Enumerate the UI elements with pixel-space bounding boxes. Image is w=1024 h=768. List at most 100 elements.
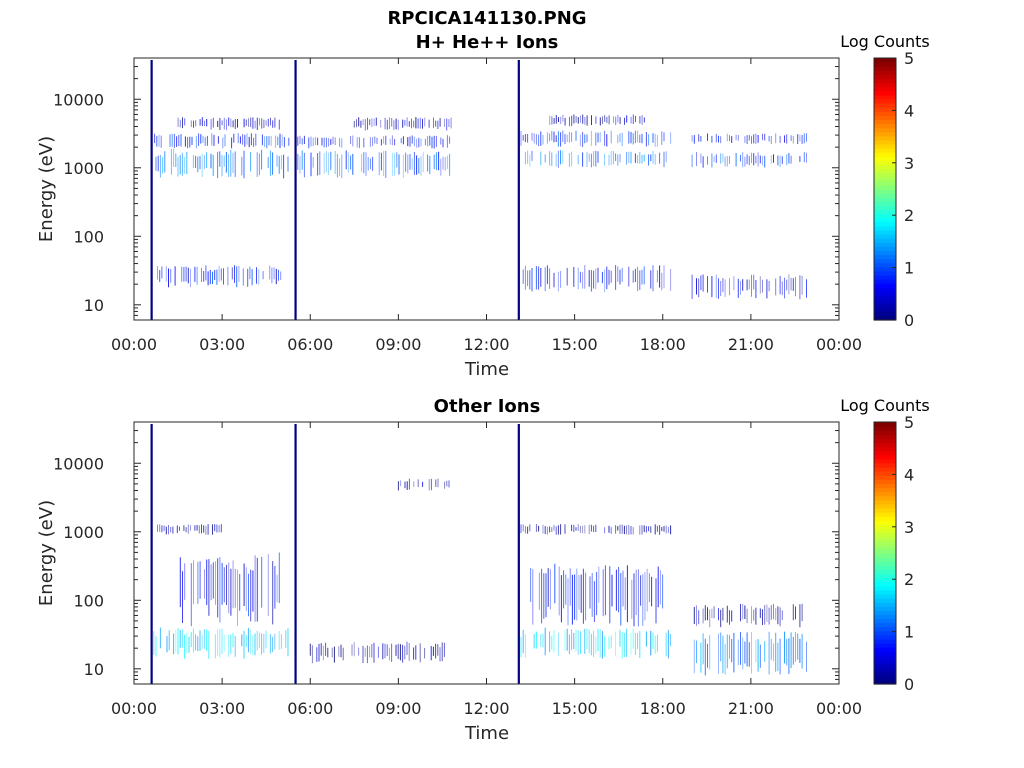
colorbar-segment [874, 630, 896, 636]
colorbar-tick-label: 2 [904, 206, 914, 225]
colorbar-segment [874, 589, 896, 595]
colorbar-segment [874, 659, 896, 665]
colorbar-tick-label: 4 [904, 101, 914, 120]
colorbar-segment [874, 598, 896, 603]
panel-top: H+ He++ Ions 00:00 03:00 06:00 09:00 12:00 15… [36, 32, 930, 380]
colorbar-segment [874, 283, 896, 288]
count-band [693, 603, 803, 628]
colorbar-segment [874, 111, 896, 116]
colorbar-segment [874, 258, 896, 264]
colorbar-segment [874, 274, 896, 280]
y-axis-label: Energy (eV) [36, 136, 57, 242]
colorbar-tick-label: 3 [904, 518, 914, 537]
x-tick-label: 09:00 [375, 699, 421, 718]
colorbar-segment [874, 422, 896, 427]
colorbar-segment [874, 663, 896, 669]
colorbar-segment [874, 205, 896, 211]
colorbar-segment [874, 467, 896, 472]
colorbar-segment [874, 593, 896, 599]
colorbar-tick-label: 0 [904, 675, 914, 694]
colorbar-tick-label: 2 [904, 570, 914, 589]
colorbar-segment [874, 524, 896, 530]
colorbar-segment [874, 164, 896, 170]
colorbar-segment [874, 307, 896, 313]
count-band [691, 152, 807, 168]
colorbar-segment [874, 544, 896, 550]
colorbar-segment [874, 512, 896, 517]
count-band [155, 148, 289, 179]
colorbar-segment [874, 479, 896, 484]
colorbar-segment [874, 58, 896, 63]
y-tick-label: 100 [73, 591, 104, 610]
x-tick-label: 00:00 [816, 335, 862, 354]
colorbar-segment [874, 602, 896, 607]
count-band [518, 265, 672, 293]
panel-title: H+ He++ Ions [416, 32, 559, 53]
colorbar-segment [874, 454, 896, 460]
x-axis-label: Time [464, 723, 509, 744]
colorbar-segment [874, 638, 896, 644]
colorbar-segment [874, 197, 896, 202]
x-tick-label: 09:00 [375, 335, 421, 354]
colorbar-segment [874, 581, 896, 587]
colorbar-segment [874, 634, 896, 640]
x-tick-label: 03:00 [199, 699, 245, 718]
colorbar-segment [874, 532, 896, 538]
colorbar-tick-label: 5 [904, 413, 914, 432]
y-tick-label: 10000 [53, 90, 104, 109]
colorbar-segment [874, 675, 896, 681]
colorbar-segment [874, 78, 896, 84]
count-band [157, 524, 222, 535]
figure-title: RPCICA141130.PNG [387, 8, 586, 29]
x-tick-label: 12:00 [463, 335, 509, 354]
colorbar-segment [874, 156, 896, 161]
colorbar-segment [874, 193, 896, 198]
colorbar-segment [874, 528, 896, 534]
count-band [151, 627, 289, 659]
colorbar-segment [874, 614, 896, 620]
colorbar-segment [874, 499, 896, 505]
colorbar-segment [874, 115, 896, 120]
colorbar-segment [874, 217, 896, 223]
colorbar-segment [874, 291, 896, 297]
colorbar-segment [874, 242, 896, 247]
colorbar-segment [874, 287, 896, 292]
colorbar-segment [874, 610, 896, 615]
colorbar-segment [874, 266, 896, 272]
x-tick-label: 15:00 [552, 699, 598, 718]
colorbar-segment [874, 618, 896, 624]
y-tick-label: 10000 [53, 454, 104, 473]
colorbar-segment [874, 86, 896, 92]
colorbar-segment [874, 471, 896, 476]
colorbar-segment [874, 123, 896, 129]
heatmap-area [150, 424, 807, 684]
colorbar-segment [874, 516, 896, 521]
colorbar-segment [874, 74, 896, 80]
colorbar-segment [874, 184, 896, 190]
colorbar-segment [874, 483, 896, 489]
colorbar-segment [874, 135, 896, 141]
panel-title: Other Ions [434, 396, 541, 417]
colorbar-segment [874, 107, 896, 112]
colorbar-title: Log Counts [840, 396, 930, 415]
colorbar-segment [874, 299, 896, 305]
count-band [693, 631, 807, 676]
colorbar-segment [874, 622, 896, 628]
colorbar-segment [874, 139, 896, 145]
colorbar-segment [874, 643, 896, 648]
plot-frame [133, 57, 840, 321]
colorbar-frame [873, 421, 897, 685]
colorbar-segment [874, 426, 896, 431]
x-tick-label: 06:00 [287, 335, 333, 354]
colorbar-segment [874, 438, 896, 444]
colorbar-tick-label: 5 [904, 49, 914, 68]
y-tick-label: 1000 [63, 159, 104, 178]
colorbar-segment [874, 221, 896, 227]
colorbar-segment [874, 606, 896, 611]
count-band [549, 114, 645, 127]
colorbar-segment [874, 152, 896, 157]
colorbar-segment [874, 487, 896, 493]
colorbar-segment [874, 246, 896, 251]
colorbar-segment [874, 180, 896, 186]
x-tick-label: 06:00 [287, 699, 333, 718]
